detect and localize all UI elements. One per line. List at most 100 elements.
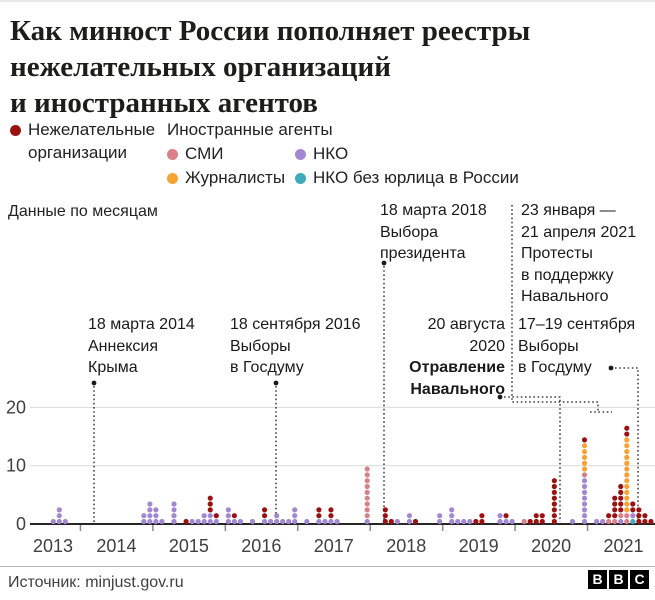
dot-2021-03-nko [600, 518, 606, 525]
dot-2015-01-nko [153, 518, 159, 525]
x-axis-label-2020: 2020 [531, 536, 571, 556]
legend-item-nko-nolegal: НКО без юрлица в России [295, 166, 519, 189]
dot-2019-02-nko [449, 518, 455, 525]
y-axis-label-10: 10 [6, 456, 26, 476]
dot-2021-07-journalist [624, 501, 630, 507]
dot-2016-01-nko [225, 518, 231, 525]
annotation-anchor-duma2021 [608, 365, 614, 371]
dot-2021-05-undesirable [612, 501, 618, 507]
dot-2015-01-nko [153, 513, 159, 519]
dot-2020-12-smi [581, 472, 588, 478]
dot-2017-12-smi [364, 478, 370, 484]
dot-2020-05-undesirable [539, 518, 545, 525]
dot-2017-12-smi [364, 495, 370, 501]
dot-2020-07-undesirable [551, 507, 557, 513]
dot-2018-04-undesirable [388, 518, 394, 525]
dot-2020-12-nko [581, 518, 588, 525]
dot-2015-10-nko [207, 518, 213, 525]
dot-2020-07-undesirable [551, 501, 557, 507]
legend-group-foreign-agents: Иностранные агенты [167, 120, 333, 139]
dot-2016-11-nko [286, 518, 292, 525]
dot-2019-05-nko [467, 518, 473, 525]
dot-2021-07-journalist [624, 443, 630, 449]
annotation-duma-2016: 18 сентября 2016 Выборы в Госдуму [230, 316, 361, 376]
dot-2021-05-smi [612, 518, 618, 525]
dot-2021-07-undesirable [624, 431, 630, 437]
title-line: и иностранных агентов [10, 87, 318, 119]
dot-2020-12-undesirable [581, 437, 588, 443]
bbc-logo-letter: B [588, 570, 607, 589]
dot-2017-07-nko [334, 518, 340, 525]
dot-2020-07-undesirable [551, 495, 557, 501]
page-title: Как минюст России пополняет реестры неже… [10, 13, 640, 121]
dot-2021-07-journalist [624, 495, 630, 501]
dot-2017-12-smi [364, 472, 370, 478]
dot-2016-12-nko [292, 507, 298, 513]
dot-2021-05-undesirable [612, 513, 618, 519]
dot-2017-06-nko [328, 518, 334, 525]
dot-2018-12-nko [437, 513, 443, 519]
dot-2021-09-undesirable [636, 513, 642, 519]
legend: Нежелательные организации Иностранные аге… [0, 118, 655, 198]
dot-2021-07-journalist [624, 454, 630, 460]
dot-2014-11-nko [141, 518, 147, 525]
dot-2015-11-nko [213, 518, 219, 525]
dot-2017-06-undesirable [328, 513, 334, 519]
dot-2016-07-nko [261, 518, 268, 525]
dot-2017-12-smi [364, 507, 370, 513]
dot-2015-04-nko [171, 507, 177, 513]
dot-2020-12-journalist [581, 443, 588, 449]
dot-2021-02-nko [594, 518, 600, 525]
dot-2020-03-undesirable [527, 518, 533, 525]
dot-2017-12-smi [364, 513, 370, 519]
dot-2019-04-nko [461, 518, 467, 525]
dot-2019-07-undesirable [479, 518, 485, 525]
dot-2021-06-undesirable [618, 507, 624, 513]
dot-2021-06-undesirable [618, 489, 624, 495]
annotation-navalny-poisoning: 20 августа 2020 Отравление Навального [409, 316, 505, 398]
annotation-anchor-crimea [91, 380, 97, 386]
dot-2021-06-undesirable [618, 495, 624, 501]
dot-2017-12-smi [364, 483, 370, 490]
dot-2020-07-undesirable [551, 513, 557, 519]
x-axis-label-2014: 2014 [96, 536, 136, 556]
dot-2021-06-nko [618, 518, 624, 525]
dot-2015-10-nko [207, 513, 213, 519]
dot-2021-07-journalist [624, 460, 630, 466]
dot-2021-07-smi [624, 518, 630, 525]
annotation-anchor-president2018 [381, 260, 387, 266]
dot-2020-02-smi [521, 518, 527, 525]
dot-2021-07-journalist [624, 489, 630, 495]
dot-2015-11-undesirable [213, 513, 219, 519]
dot-2017-04-undesirable [316, 507, 322, 513]
dot-2015-10-undesirable [207, 507, 213, 513]
dot-2021-06-smi [618, 513, 624, 519]
legend-item-smi: СМИ [167, 142, 223, 165]
dot-2020-10-nko [569, 518, 576, 525]
dot-2017-05-nko [322, 518, 328, 525]
dot-2020-12-journalist [581, 466, 588, 472]
dot-2021-08-nko_nolegal [630, 518, 636, 525]
legend-dot-nko-nolegal-icon [295, 173, 306, 185]
dot-2015-09-nko [201, 518, 207, 525]
top-divider [0, 0, 655, 2]
x-axis-label-2013: 2013 [33, 536, 73, 556]
x-axis-label-2017: 2017 [314, 536, 354, 556]
y-axis-label-0: 0 [16, 514, 26, 534]
dot-2021-11-undesirable [648, 518, 654, 525]
dot-2020-12-journalist [581, 460, 588, 466]
dot-2020-12-nko [581, 495, 588, 501]
dot-2014-12-nko [147, 501, 153, 507]
dot-2017-12-smi [364, 489, 370, 495]
dot-2016-12-nko [292, 518, 298, 525]
dot-2013-09-nko [56, 513, 62, 519]
dot-2020-12-nko [581, 478, 588, 484]
dot-2019-12-nko [509, 518, 515, 525]
dot-2021-07-journalist [624, 466, 630, 472]
x-axis-label-2021: 2021 [604, 536, 644, 556]
dot-2015-09-nko [201, 513, 207, 519]
legend-item-undesirable: Нежелательные организации [10, 118, 155, 164]
dot-2016-03-nko [237, 518, 244, 525]
legend-dot-smi-icon [167, 149, 178, 161]
